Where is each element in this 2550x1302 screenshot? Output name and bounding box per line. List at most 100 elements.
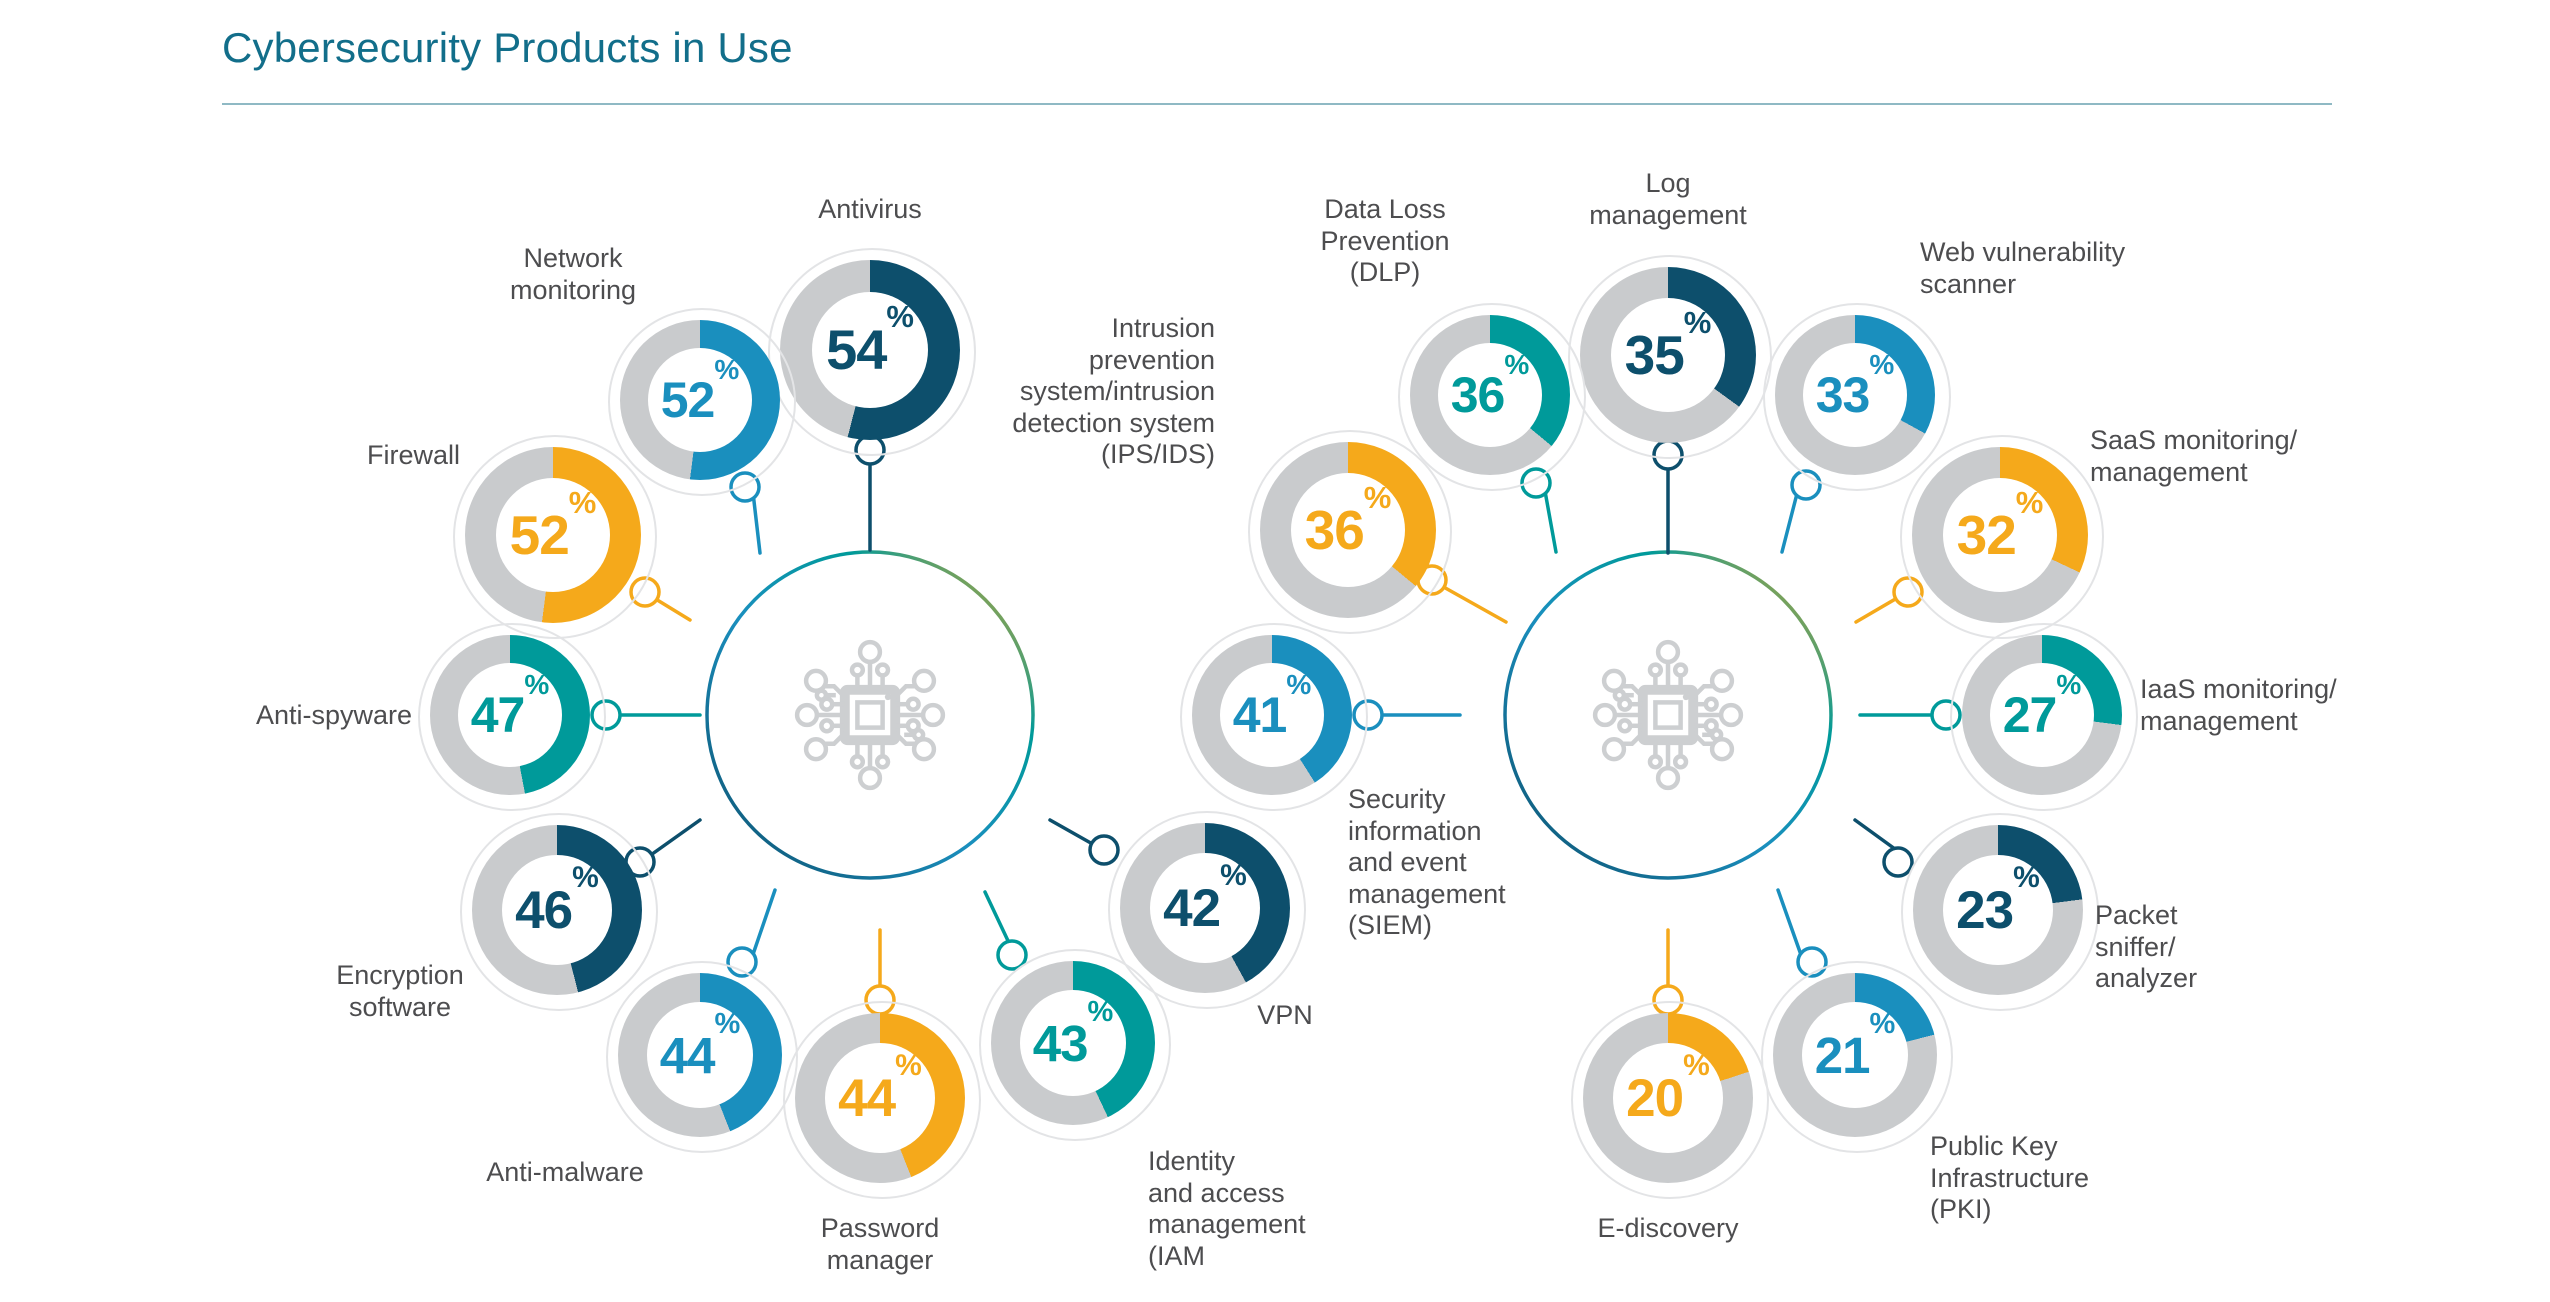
gauge-value: 27 [2002,687,2058,743]
gauge-label-pki: Public Key Infrastructure (PKI) [1930,1131,2090,1225]
gauge-label-anti-malware: Anti-malware [486,1157,644,1187]
gauge-arc: 21% [1773,973,1937,1137]
gauge-arc: 44% [795,1013,965,1183]
title-divider [222,103,2332,105]
gauge-percent-sign: % [714,354,740,385]
gauge-outer-ring [1571,1001,1769,1199]
gauge-percent-sign: % [1220,859,1247,892]
gauge-percent-sign: % [2015,485,2044,520]
gauge-percent-sign: % [1683,1049,1710,1082]
gauge-outer-ring [1248,430,1452,634]
gauge-label-password-manager: Password manager [820,1213,940,1275]
circuit-chip-icon [1578,625,1758,805]
gauge-value: 36 [1450,367,1506,423]
spoke-line [646,818,702,859]
gauge-value: 35 [1624,323,1685,386]
spoke-line [983,890,1020,964]
gauge-arc: 35% [1580,267,1756,443]
gauge-percent-sign: % [568,485,597,520]
spoke-line [1048,818,1114,857]
gauge-center: 44% [825,1043,935,1153]
gauge-label-antivirus: Antivirus [818,194,922,224]
gauge-arc: 36% [1410,315,1570,475]
spoke-line [634,585,692,622]
gauge-label-packet-sniffer: Packet sniffer/ analyzer [2095,900,2198,994]
gauge-center: 54% [812,292,928,408]
spoke-node-dot [1088,834,1120,866]
gauge-value: 44 [659,1026,716,1084]
gauge-center: 52% [496,478,610,592]
gauge-label-identity-access-management: Identity and access management (IAM [1148,1146,1306,1271]
gauge-outer-ring [460,813,658,1011]
gauge-arc: 32% [1912,447,2088,623]
gauge-value: 32 [1956,503,2017,566]
gauge-value: 44 [838,1068,896,1128]
gauge-outer-ring [1108,811,1306,1009]
spoke-line [1541,478,1558,554]
gauge-value: 23 [1956,880,2014,940]
gauge-label-e-discovery: E-discovery [1597,1213,1739,1243]
gauge-label-ips-ids: Intrusion prevention system/intrusion de… [1012,313,1215,470]
gauge-value: 52 [509,503,570,566]
gauge-center: 33% [1803,343,1907,447]
gauge-arc: 44% [618,973,782,1137]
spoke-line [746,888,777,971]
gauge-arc: 47% [430,635,590,795]
gauge-arc: 43% [991,961,1155,1125]
gauge-value: 42 [1163,878,1221,938]
gauge-center: 43% [1020,990,1126,1096]
gauge-arc: 42% [1120,823,1290,993]
gauge-outer-ring [1950,623,2138,811]
gauge-label-log-management: Log management [1589,168,1747,230]
spoke-line [1853,818,1908,859]
gauge-center: 36% [1291,473,1405,587]
gauge-outer-ring [1763,303,1951,491]
gauge-percent-sign: % [1869,349,1895,380]
page-title: Cybersecurity Products in Use [222,24,793,71]
gauge-label-siem: Security information and event managemen… [1348,784,1506,941]
gauge-arc: 36% [1260,442,1436,618]
gauge-center: 36% [1438,343,1542,447]
gauge-outer-ring [608,308,796,496]
gauge-percent-sign: % [1363,480,1392,515]
gauge-percent-sign: % [1286,669,1312,700]
gauge-arc: 23% [1913,825,2083,995]
gauge-outer-ring [1398,303,1586,491]
gauge-center: 32% [1943,478,2057,592]
gauge-outer-ring [1901,813,2099,1011]
gauge-outer-ring [783,1001,981,1199]
gauge-percent-sign: % [572,861,599,894]
gauge-value: 36 [1304,498,1365,561]
gauge-center: 21% [1802,1002,1908,1108]
gauge-arc: 41% [1192,635,1352,795]
gauge-arc: 52% [465,447,641,623]
gauge-outer-ring [418,623,606,811]
gauge-center: 27% [1990,663,2094,767]
gauge-value: 52 [660,372,716,428]
gauge-label-saas-monitoring: SaaS monitoring/ management [2090,425,2298,487]
spoke-node-dot [1882,846,1914,878]
gauge-percent-sign: % [895,1049,922,1082]
gauge-value: 47 [470,687,526,743]
gauge-label-firewall: Firewall [366,440,460,470]
gauge-outer-ring [979,949,1171,1141]
gauge-label-dlp: Data Loss Prevention (DLP) [1320,194,1450,288]
gauge-center: 35% [1611,298,1725,412]
gauge-arc: 20% [1583,1013,1753,1183]
gauge-value: 21 [1814,1026,1871,1084]
gauge-percent-sign: % [1869,1008,1896,1040]
gauge-arc: 27% [1962,635,2122,795]
gauge-outer-ring [1761,961,1953,1153]
gauge-arc: 46% [472,825,642,995]
circuit-chip-icon [780,625,960,805]
gauge-label-encryption-software: Encryption software [336,960,464,1022]
gauge-center: 44% [647,1002,753,1108]
gauge-percent-sign: % [1504,349,1530,380]
gauge-label-network-monitoring: Network monitoring [509,243,637,305]
gauge-center: 47% [458,663,562,767]
gauge-percent-sign: % [1683,305,1712,340]
spoke-line [1780,480,1802,554]
gauge-arc: 54% [780,260,960,440]
gauge-percent-sign: % [714,1008,741,1040]
